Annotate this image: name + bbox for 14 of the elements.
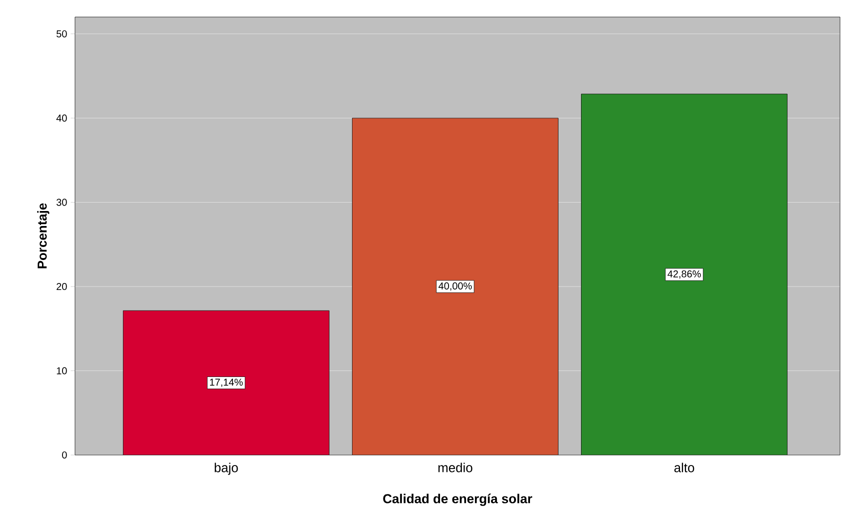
data-label: 17,14%: [210, 378, 243, 387]
y-tick-label: 30: [56, 198, 67, 206]
x-axis-title: Calidad de energía solar: [383, 494, 532, 506]
y-tick-label: 20: [56, 283, 67, 290]
y-tick-label: 10: [56, 367, 67, 374]
data-label: 40,00%: [438, 282, 472, 291]
y-tick-label: 50: [56, 30, 67, 38]
x-tick-label: bajo: [214, 462, 238, 475]
data-label: 42,86%: [668, 270, 701, 279]
y-axis-title: Porcentaje: [37, 203, 50, 268]
y-tick-label: 40: [56, 114, 67, 122]
y-tick-label: 0: [62, 451, 67, 459]
x-tick-label: alto: [674, 462, 694, 472]
x-tick-label: medio: [438, 462, 472, 472]
